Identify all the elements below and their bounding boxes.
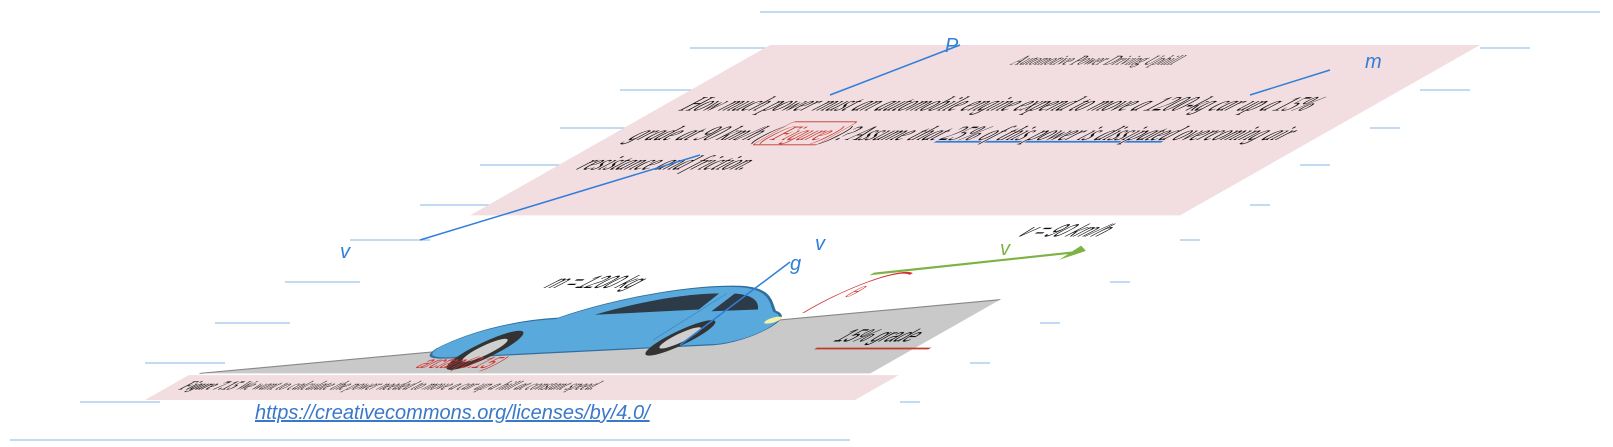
annotation-label-m: m bbox=[1365, 51, 1382, 73]
annotation-label-v2: v bbox=[815, 233, 826, 255]
velocity-label: v = 90 km/h bbox=[1010, 221, 1127, 241]
car-on-incline-figure: 15% grade m = 1200 kg v = 90 km/h θ arct… bbox=[198, 221, 1127, 375]
velocity-arrowhead bbox=[1059, 245, 1086, 260]
car-illustration bbox=[429, 285, 783, 370]
annotation-arrow bbox=[419, 154, 701, 241]
annotation-label-g: g bbox=[790, 253, 801, 275]
document-sheet: Automotive Power Driving Uphill How much… bbox=[145, 45, 1480, 400]
grade-label: 15% grade bbox=[825, 325, 936, 345]
angle-label: arctan(0.15) bbox=[407, 354, 515, 372]
angle-arc bbox=[802, 271, 913, 314]
mass-label: m = 1200 kg bbox=[536, 272, 658, 292]
annotation-label-v: v bbox=[340, 241, 351, 263]
velocity-arrow bbox=[869, 251, 1074, 276]
annotation-arrow bbox=[829, 44, 961, 96]
annotation-arrow bbox=[1249, 69, 1331, 96]
annotation-arrow bbox=[679, 261, 791, 346]
annotation-label-p: P bbox=[945, 35, 959, 57]
license-link[interactable]: https://creativecommons.org/licenses/by/… bbox=[255, 402, 650, 424]
annotation-label-v3: v bbox=[1000, 238, 1011, 260]
